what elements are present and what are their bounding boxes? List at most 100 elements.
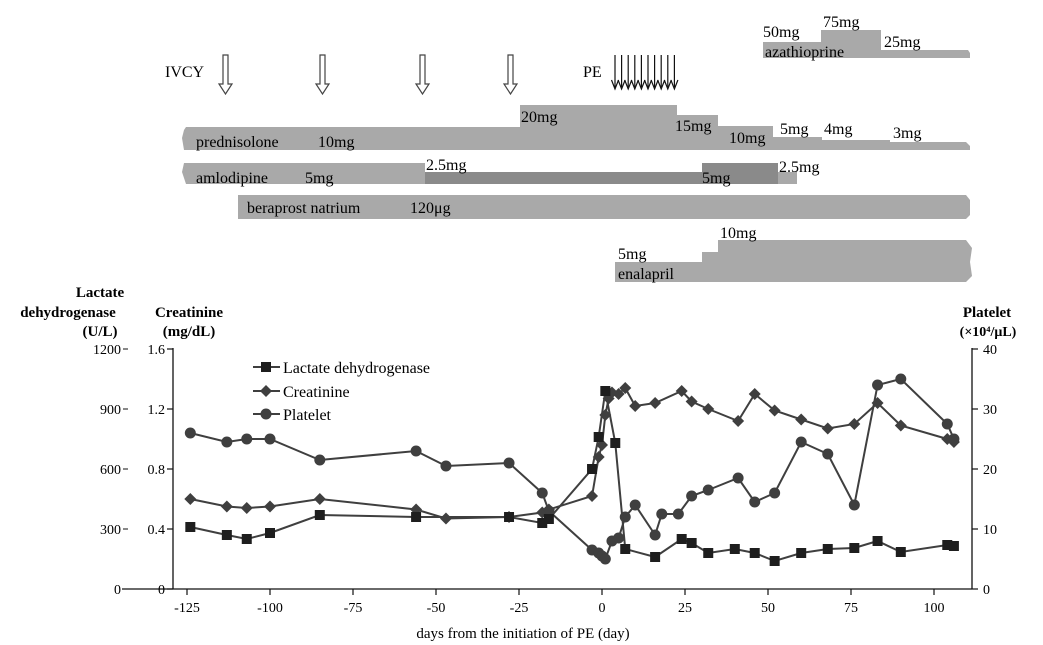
prednisolone-dose-7: 3mg: [893, 125, 921, 142]
platelet-point: [795, 436, 807, 448]
pe-arrowhead-icon: [637, 79, 646, 91]
creatinine-point: [675, 385, 688, 397]
x-ticks: -125 -100 -75 -50 -25 0 25 50 75 100: [174, 589, 945, 616]
legend-label-platelet: Platelet: [283, 407, 332, 424]
platelet-point: [686, 490, 698, 502]
beraprost-label: beraprost natrium: [247, 200, 361, 217]
azathioprine-label: azathioprine: [765, 44, 844, 61]
lactate-dehydrogenase-point: [411, 512, 422, 522]
azathioprine-dose-2: 75mg: [823, 14, 859, 31]
lactate-dehydrogenase-point: [686, 538, 697, 548]
x-tick-label: -25: [510, 601, 529, 616]
ldh-tick-label: 600: [100, 463, 121, 478]
platelet-axis-title-line2: (×10⁴/μL): [960, 325, 1017, 340]
beraprost-bar: [238, 195, 970, 219]
creatinine-point: [821, 422, 834, 435]
pe-arrowhead-icon: [617, 79, 626, 91]
pe-arrowhead-icon: [657, 79, 666, 91]
lactate-dehydrogenase-point: [942, 540, 953, 550]
platelet-point: [672, 508, 684, 520]
prednisolone-dose-1: 10mg: [318, 134, 354, 151]
platelet-point: [895, 373, 907, 385]
lactate-dehydrogenase-point: [895, 547, 906, 557]
creatinine-point: [748, 388, 761, 400]
lactate-dehydrogenase-point: [543, 514, 554, 524]
lactate-dehydrogenase-point: [185, 522, 196, 532]
platelet-point: [702, 484, 714, 496]
platelet-point: [613, 532, 625, 544]
platelet-point: [440, 460, 452, 472]
platelet-point: [184, 427, 196, 439]
x-axis-title: days from the initiation of PE (day): [416, 626, 629, 642]
creatinine-point: [649, 397, 662, 409]
creatinine-point: [702, 403, 715, 415]
creatinine-point: [220, 500, 233, 513]
beraprost-dose: 120μg: [410, 200, 451, 217]
creatinine-point: [612, 388, 625, 400]
prednisolone-bar: [182, 105, 970, 150]
pe-arrowhead-icon: [610, 79, 620, 91]
legend-label-creatinine: Creatinine: [283, 384, 350, 401]
creatinine-point: [685, 395, 698, 408]
platelet-point: [599, 553, 611, 565]
creatinine-tick-label: 0: [158, 583, 165, 598]
creatinine-tick-label: 1.2: [148, 403, 166, 418]
platelet-point: [872, 379, 884, 391]
x-tick-label: 0: [599, 601, 606, 616]
lactate-dehydrogenase-point: [600, 386, 611, 396]
prednisolone-dose-5: 5mg: [780, 121, 808, 138]
platelet-point: [749, 496, 761, 508]
creatinine-point: [871, 397, 884, 409]
x-tick-label: 100: [924, 601, 945, 616]
platelet-point: [410, 445, 422, 457]
ivcy-arrow-icon: [502, 54, 519, 96]
x-tick-label: -100: [257, 601, 283, 616]
x-tick-label: 50: [761, 601, 775, 616]
creatinine-point: [947, 436, 960, 448]
legend-label-ldh: Lactate dehydrogenase: [283, 360, 430, 377]
pe-arrows: [610, 55, 679, 91]
legend-marker-ldh: [261, 362, 271, 372]
lactate-dehydrogenase-point: [749, 548, 760, 558]
lactate-dehydrogenase-point: [948, 541, 959, 551]
ldh-axis-title-line1: Lactate: [76, 285, 125, 301]
lactate-dehydrogenase-point: [587, 464, 598, 474]
lactate-dehydrogenase-point: [241, 534, 252, 544]
ldh-axis-title-line3: (U/L): [83, 324, 118, 340]
lactate-dehydrogenase-point: [537, 518, 548, 528]
lactate-dehydrogenase-point: [620, 544, 631, 554]
platelet-point: [314, 454, 326, 466]
creatinine-point: [732, 415, 745, 427]
lactate-dehydrogenase-point: [265, 528, 275, 538]
creatinine-point: [264, 500, 276, 513]
lactate-dehydrogenase-point: [872, 536, 883, 546]
creatinine-point: [768, 404, 781, 417]
amlodipine-dose-3: 5mg: [702, 170, 730, 187]
platelet-point: [536, 487, 548, 499]
creatinine-point: [795, 413, 808, 426]
series-layer: [184, 373, 960, 566]
ldh-tick-label: 1200: [93, 343, 121, 358]
amlodipine-bar-shade: [425, 172, 702, 184]
legend: Lactate dehydrogenase Creatinine Platele…: [253, 360, 430, 424]
creatinine-point: [586, 490, 599, 502]
pe-arrowhead-icon: [650, 79, 659, 91]
lactate-dehydrogenase-point: [703, 548, 714, 558]
platelet-point: [264, 433, 276, 445]
platelet-point: [241, 433, 253, 445]
azathioprine-dose-1: 50mg: [763, 24, 799, 41]
platelet-tick-label: 30: [983, 403, 997, 418]
chart-axes: 0 0 300 0.4 600 0.8 900 1.2 1200 1.6 0 10 20 30 40 -1…: [93, 343, 997, 616]
platelet-point: [769, 487, 781, 499]
prednisolone-dose-4: 10mg: [729, 130, 765, 147]
platelet-point: [221, 436, 233, 448]
lactate-dehydrogenase-point: [822, 544, 833, 554]
lactate-dehydrogenase-point: [676, 534, 687, 544]
creatinine-point: [542, 503, 555, 516]
creatinine-point: [439, 512, 452, 525]
legend-marker-creatinine: [260, 385, 272, 397]
platelet-axis-title-line1: Platelet: [963, 305, 1011, 321]
pe-arrowhead-icon: [624, 79, 633, 91]
axis-titles: Lactate dehydrogenase (U/L) Creatinine (…: [20, 285, 1016, 642]
lactate-dehydrogenase-point: [221, 530, 232, 540]
